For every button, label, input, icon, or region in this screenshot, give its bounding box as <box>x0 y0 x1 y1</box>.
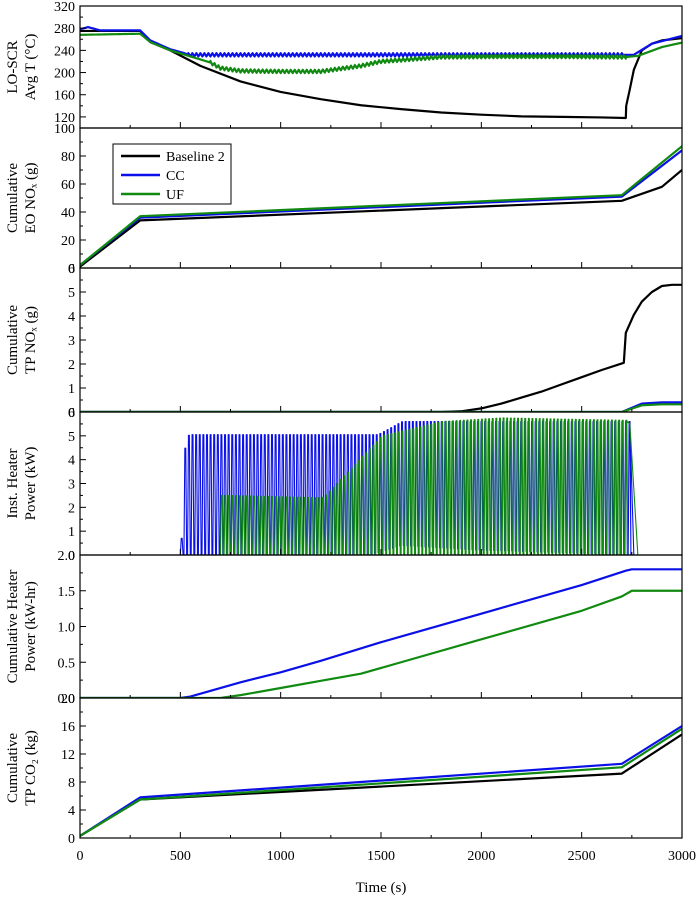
plot-area-6 <box>80 725 682 837</box>
series-uf-line <box>80 403 682 412</box>
y-tick-label: 80 <box>61 150 75 165</box>
x-axis-label: Time (s) <box>356 880 407 896</box>
y-tick-label: 0 <box>68 262 75 277</box>
y-tick-label: 100 <box>54 122 75 137</box>
series-uf-line <box>80 32 682 75</box>
legend: Baseline 2 CC UF <box>112 143 232 205</box>
y-tick-label: 6 <box>68 262 75 277</box>
y-tick-label: 20 <box>61 234 75 249</box>
y-tick-label: 3 <box>68 478 75 493</box>
series-baseline-2-line <box>80 283 682 412</box>
y-tick-label: 8 <box>68 776 75 791</box>
y-tick-label: 120 <box>54 111 75 126</box>
plot-area-5 <box>80 568 682 698</box>
series-baseline-2-line <box>80 733 682 837</box>
x-tick-label: 2000 <box>467 849 495 864</box>
y-axis-label-line-2: TP CO₂ (kg) <box>23 730 39 806</box>
y-tick-label: 240 <box>54 44 75 59</box>
y-tick-label: 0 <box>68 406 75 421</box>
y-tick-label: 12 <box>61 748 75 763</box>
y-tick-label: 1 <box>68 382 75 397</box>
panel-frame-1 <box>79 5 683 129</box>
y-tick-label: 280 <box>54 22 75 37</box>
panel-4: 0 1 2 3 4 5 6 Inst. Heater Power (kW) <box>5 406 683 564</box>
plot-area-4 <box>80 417 639 555</box>
series-uf-line <box>80 589 682 698</box>
plot-area-1 <box>80 25 682 120</box>
x-tick-label: 1000 <box>267 849 295 864</box>
series-baseline-2-line <box>80 29 682 120</box>
y-tick-label: 0 <box>68 832 75 847</box>
x-tick-label: 1500 <box>367 849 395 864</box>
x-tick-label: 500 <box>170 849 191 864</box>
y-tick-label: 4 <box>68 310 75 325</box>
y-tick-label: 0.0 <box>58 692 76 707</box>
x-tick-label: 0 <box>77 849 84 864</box>
y-tick-label: 40 <box>61 206 75 221</box>
y-tick-label: 200 <box>54 67 75 82</box>
x-tick-label: 2500 <box>568 849 596 864</box>
y-tick-label: 1.5 <box>58 585 76 600</box>
y-tick-label: 1.0 <box>58 621 76 636</box>
y-axis-label-line-1: Cumulative <box>5 733 21 803</box>
series-cc-line <box>80 401 682 412</box>
y-axis-label-line-2: Power (kW-hr) <box>23 581 39 671</box>
panel-2: 0 20 40 60 80 100 Cumulative EO NOₓ (g) <box>5 122 683 277</box>
series-cc-line <box>80 568 682 698</box>
y-tick-label: 1 <box>68 525 75 540</box>
legend-label: CC <box>166 169 185 184</box>
y-axis-label-line-2: Avg T (°C) <box>23 34 39 101</box>
y-axis-label-line-2: Power (kW) <box>23 447 39 521</box>
y-tick-label: 320 <box>54 0 75 15</box>
legend-label: Baseline 2 <box>166 150 225 165</box>
series-baseline-2-line <box>80 169 682 268</box>
series-cc-line <box>80 25 682 58</box>
x-tick-label: 3000 <box>668 849 696 864</box>
y-tick-label: 5 <box>68 286 75 301</box>
y-tick-label: 2 <box>68 358 75 373</box>
plot-area-2 <box>80 145 682 268</box>
series-cc-line <box>80 725 682 837</box>
y-axis-label-line-2: EO NOₓ (g) <box>23 162 39 233</box>
y-tick-label: 20 <box>61 692 75 707</box>
panel-6: 0 4 8 12 16 20 Cumulative TP CO₂ (kg) <box>5 692 683 847</box>
y-tick-label: 2.0 <box>58 549 76 564</box>
y-tick-label: 3 <box>68 334 75 349</box>
y-axis-label-line-1: Inst. Heater <box>5 449 21 519</box>
y-axis-label-line-1: Cumulative <box>5 163 21 233</box>
panel-1: 120 160 200 240 280 320 LO-SCR Avg T (°C) <box>5 0 683 129</box>
y-tick-label: 0.5 <box>58 656 76 671</box>
y-axis-label-line-1: LO-SCR <box>5 40 21 93</box>
y-tick-label: 0 <box>68 549 75 564</box>
y-tick-label: 4 <box>68 804 75 819</box>
panel-frame-3 <box>79 267 683 413</box>
panel-frame-5 <box>79 554 683 699</box>
legend-label: UF <box>166 188 184 203</box>
y-tick-label: 6 <box>68 406 75 421</box>
y-tick-label: 4 <box>68 454 75 469</box>
y-axis-label-line-1: Cumulative <box>5 305 21 375</box>
series-uf-line <box>80 727 682 837</box>
y-axis-label-line-1: Cumulative Heater <box>5 570 21 684</box>
y-tick-label: 16 <box>61 720 75 735</box>
plot-area-3 <box>80 283 682 412</box>
series-uf-line <box>80 145 682 267</box>
y-tick-label: 2 <box>68 501 75 516</box>
y-tick-label: 60 <box>61 178 75 193</box>
y-axis-label-line-2: TP NOₓ (g) <box>23 306 39 374</box>
y-tick-label: 160 <box>54 89 75 104</box>
series-uf-line <box>80 417 639 555</box>
panel-3: 0 1 2 3 4 5 6 Cumulative TP NOₓ (g) <box>5 262 683 421</box>
y-tick-label: 5 <box>68 430 75 445</box>
panel-frame-6 <box>79 697 683 839</box>
panel-5: 0.0 0.5 1.0 1.5 2.0 Cumulative Heater Power (k… <box>5 549 683 707</box>
